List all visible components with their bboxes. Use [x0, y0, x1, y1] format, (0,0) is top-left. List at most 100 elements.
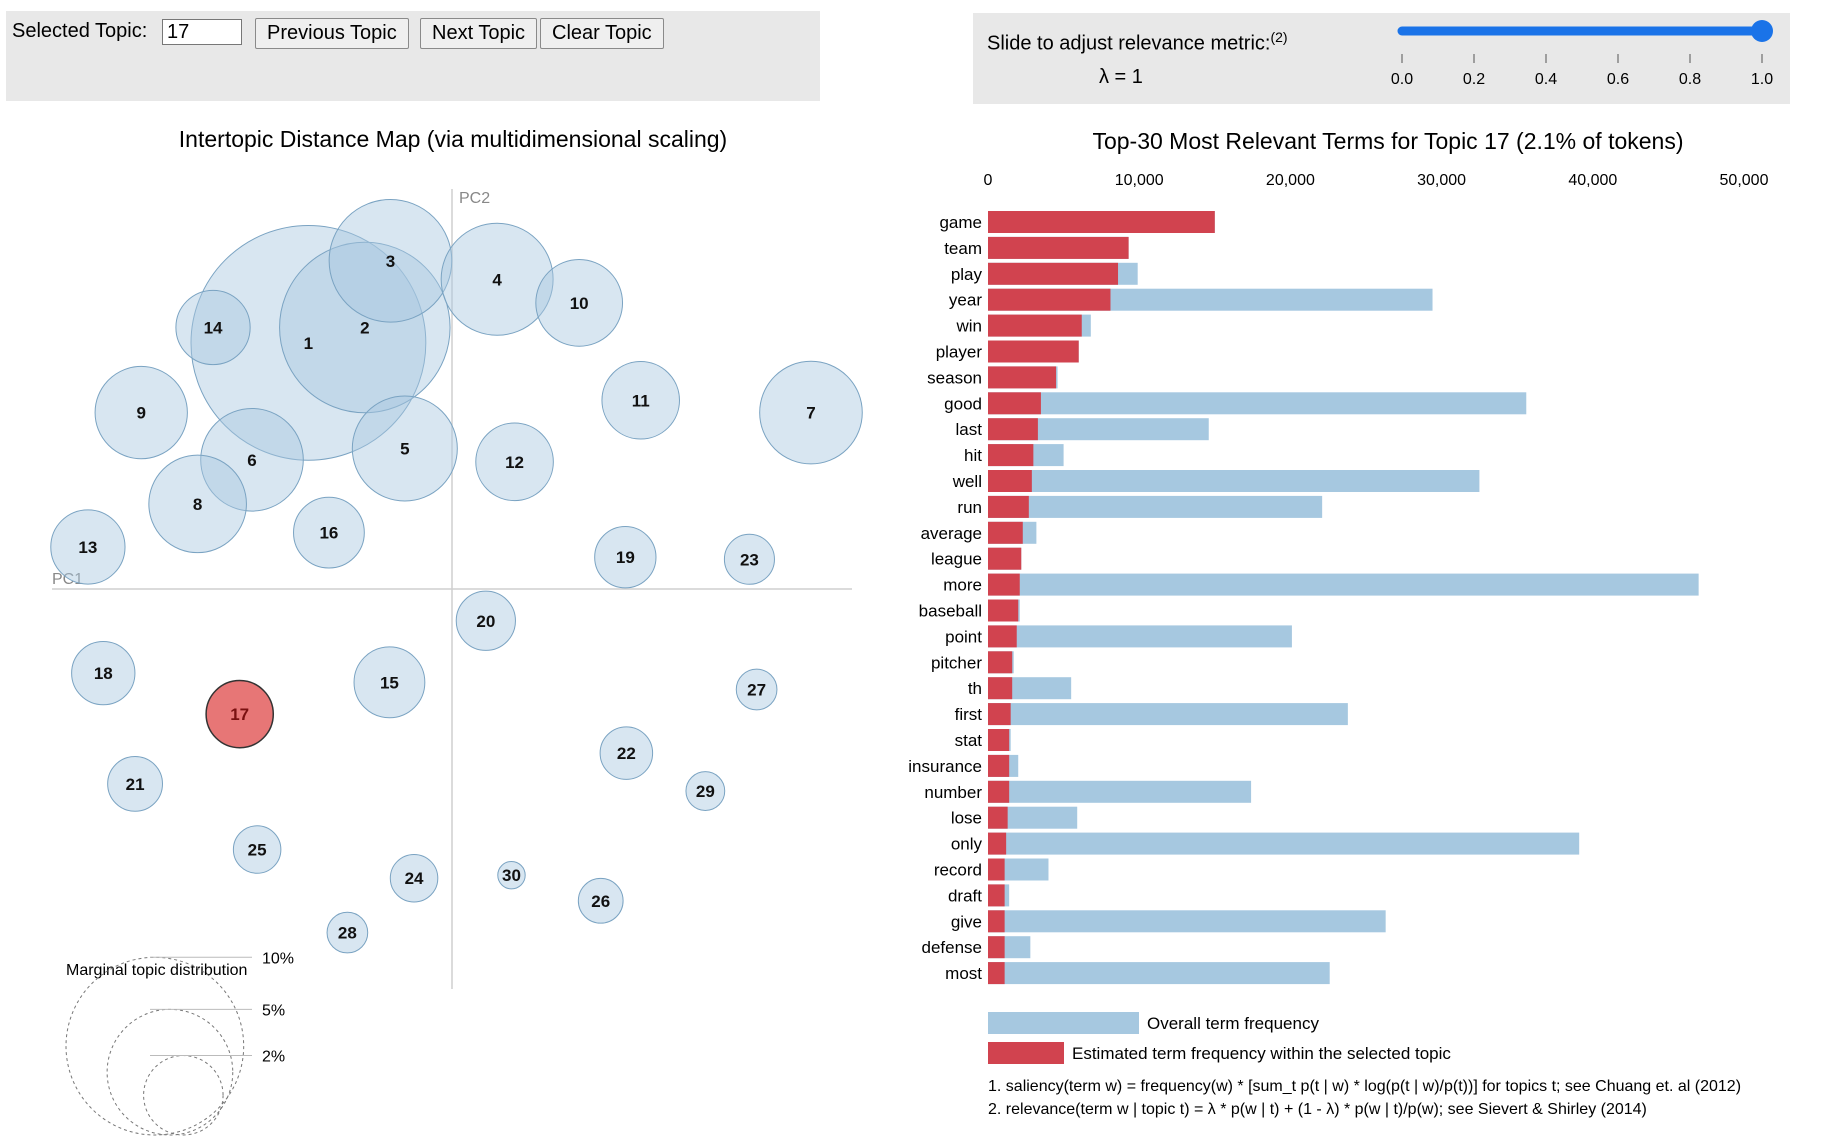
overall-bar-well[interactable] — [988, 470, 1480, 492]
overall-bar-last[interactable] — [988, 418, 1209, 441]
topic-bar-stat[interactable] — [988, 729, 1010, 751]
term-label-average[interactable]: average — [921, 524, 982, 543]
topic-bubble-29[interactable] — [685, 771, 726, 811]
term-label-give[interactable]: give — [951, 912, 982, 931]
topic-bar-season[interactable] — [988, 366, 1057, 389]
overall-bar-give[interactable] — [988, 910, 1386, 933]
term-label-point[interactable]: point — [945, 627, 982, 646]
topic-bubble-4[interactable] — [440, 222, 554, 336]
slider-handle[interactable] — [1751, 20, 1773, 42]
term-label-insurance[interactable]: insurance — [908, 757, 982, 776]
topic-bubble-28[interactable] — [326, 911, 369, 954]
overall-bar-most[interactable] — [988, 962, 1330, 985]
term-label-well[interactable]: well — [952, 472, 982, 491]
topic-bubble-27[interactable] — [735, 668, 778, 711]
term-label-year[interactable]: year — [949, 291, 982, 310]
overall-bar-good[interactable] — [988, 392, 1527, 415]
term-label-draft[interactable]: draft — [948, 886, 982, 905]
term-label-only[interactable]: only — [951, 835, 983, 854]
relevance-slider[interactable]: 0.0 0.2 0.4 0.6 0.8 1.0 — [973, 13, 1790, 104]
selected-topic-input[interactable] — [162, 19, 242, 45]
topic-bubble-24[interactable] — [389, 853, 439, 903]
topic-bar-lose[interactable] — [988, 806, 1008, 829]
topic-bubble-30[interactable] — [497, 860, 526, 890]
topic-bubble-19[interactable] — [594, 526, 657, 589]
topic-bar-most[interactable] — [988, 962, 1005, 985]
term-label-defense[interactable]: defense — [922, 938, 983, 957]
topic-bar-well[interactable] — [988, 470, 1032, 492]
topic-bar-league[interactable] — [988, 547, 1022, 570]
topic-bar-defense[interactable] — [988, 936, 1005, 959]
topic-bar-average[interactable] — [988, 521, 1023, 544]
term-label-baseball[interactable]: baseball — [919, 602, 982, 621]
topic-bubble-25[interactable] — [232, 825, 282, 874]
topic-bubble-1[interactable] — [190, 224, 427, 461]
term-label-run[interactable]: run — [957, 498, 982, 517]
topic-bubble-16[interactable] — [293, 496, 365, 569]
topic-bar-give[interactable] — [988, 910, 1005, 933]
topic-bubble-10[interactable] — [535, 258, 624, 347]
topic-bar-only[interactable] — [988, 832, 1007, 855]
topic-bubble-18[interactable] — [71, 640, 136, 706]
topic-bubble-17[interactable] — [205, 679, 275, 749]
topic-bar-first[interactable] — [988, 703, 1011, 726]
topic-bubble-8[interactable] — [148, 454, 247, 554]
topic-bar-pitcher[interactable] — [988, 651, 1013, 674]
topic-bubble-20[interactable] — [455, 590, 516, 651]
topic-bar-good[interactable] — [988, 392, 1041, 415]
term-label-season[interactable]: season — [927, 368, 982, 387]
topic-bar-baseball[interactable] — [988, 599, 1019, 622]
topic-bar-run[interactable] — [988, 495, 1029, 518]
topic-bubble-7[interactable] — [759, 360, 863, 465]
term-label-hit[interactable]: hit — [964, 446, 982, 465]
term-label-most[interactable]: most — [945, 964, 982, 983]
term-label-last[interactable]: last — [956, 420, 983, 439]
topic-bar-win[interactable] — [988, 314, 1082, 337]
term-label-record[interactable]: record — [934, 861, 982, 880]
term-label-game[interactable]: game — [939, 213, 982, 232]
topic-bar-insurance[interactable] — [988, 754, 1010, 777]
topic-bubble-3[interactable] — [328, 198, 453, 323]
term-label-play[interactable]: play — [951, 265, 983, 284]
overall-bar-lose[interactable] — [988, 806, 1078, 829]
previous-topic-button[interactable]: Previous Topic — [255, 18, 409, 49]
term-label-player[interactable]: player — [936, 343, 983, 362]
topic-bar-more[interactable] — [988, 573, 1020, 596]
topic-bar-record[interactable] — [988, 858, 1005, 881]
topic-bubble-2[interactable] — [279, 241, 451, 414]
topic-bar-play[interactable] — [988, 262, 1119, 285]
topic-bar-number[interactable] — [988, 780, 1010, 803]
term-label-stat[interactable]: stat — [955, 731, 983, 750]
topic-bubble-26[interactable] — [577, 877, 624, 924]
term-label-lose[interactable]: lose — [951, 809, 982, 828]
topic-bar-point[interactable] — [988, 625, 1017, 648]
topic-bubble-14[interactable] — [175, 289, 251, 366]
topic-bar-th[interactable] — [988, 677, 1013, 700]
topic-bubble-11[interactable] — [601, 361, 680, 440]
term-label-win[interactable]: win — [955, 317, 982, 336]
term-label-team[interactable]: team — [944, 239, 982, 258]
term-label-th[interactable]: th — [968, 679, 982, 698]
overall-bar-first[interactable] — [988, 703, 1348, 726]
term-label-pitcher[interactable]: pitcher — [931, 653, 982, 672]
overall-bar-point[interactable] — [988, 625, 1292, 648]
topic-bar-draft[interactable] — [988, 884, 1005, 907]
topic-bubble-12[interactable] — [475, 422, 554, 502]
term-label-good[interactable]: good — [944, 394, 982, 413]
topic-bubble-23[interactable] — [723, 533, 775, 585]
term-label-first[interactable]: first — [955, 705, 983, 724]
topic-bar-year[interactable] — [988, 288, 1111, 311]
next-topic-button[interactable]: Next Topic — [420, 18, 538, 49]
term-label-more[interactable]: more — [943, 576, 982, 595]
term-label-number[interactable]: number — [924, 783, 982, 802]
topic-bar-team[interactable] — [988, 236, 1129, 259]
topic-bubble-22[interactable] — [599, 726, 654, 780]
topic-bar-game[interactable] — [988, 211, 1215, 233]
overall-bar-only[interactable] — [988, 832, 1580, 855]
topic-bubble-21[interactable] — [107, 755, 163, 812]
topic-bar-hit[interactable] — [988, 444, 1034, 467]
topic-bar-player[interactable] — [988, 340, 1079, 363]
overall-bar-more[interactable] — [988, 573, 1699, 596]
clear-topic-button[interactable]: Clear Topic — [540, 18, 664, 49]
overall-bar-run[interactable] — [988, 495, 1323, 518]
